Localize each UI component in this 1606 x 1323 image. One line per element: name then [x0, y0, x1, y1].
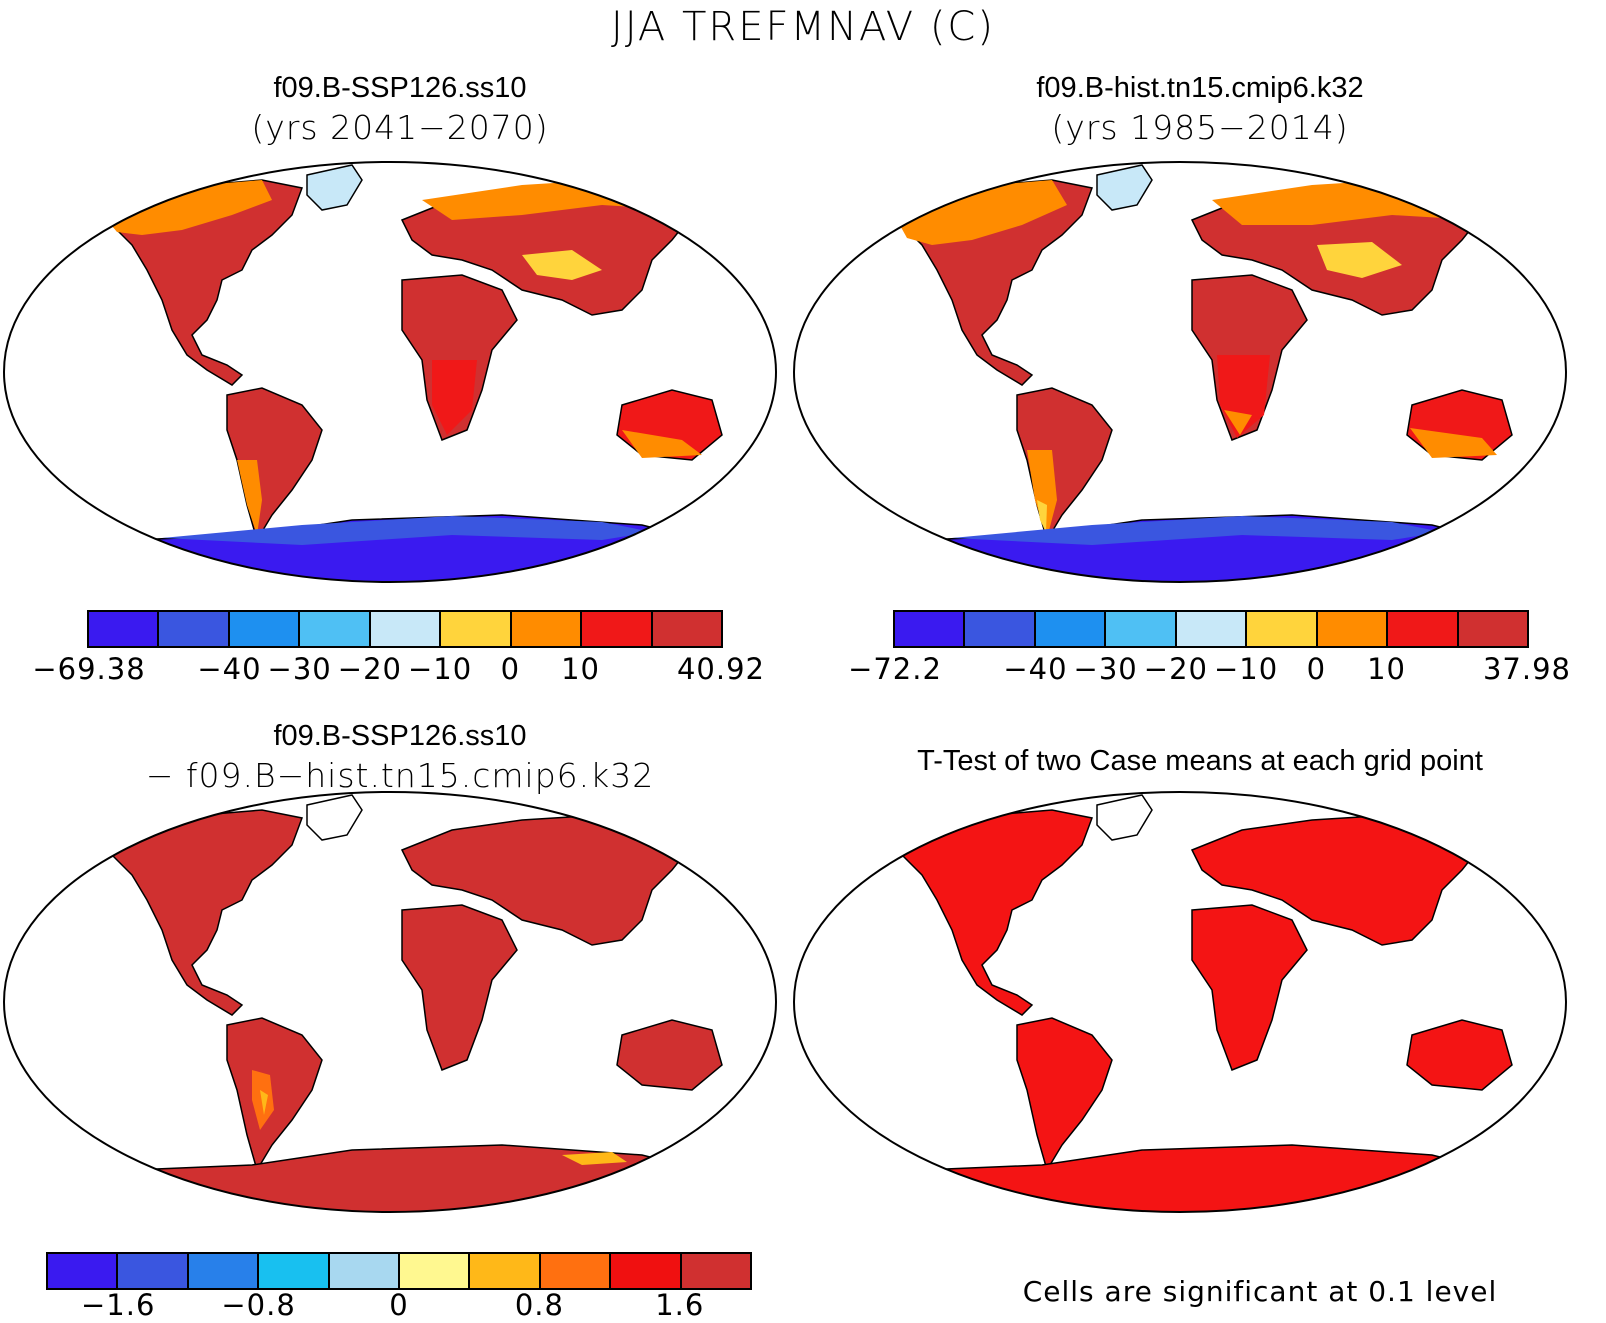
figure-title: JJA TREFMNAV (C): [611, 4, 995, 50]
colorbar-tick-label: −30: [267, 652, 332, 686]
panel2-map: [793, 161, 1567, 583]
greenland: [1096, 794, 1153, 841]
colorbar-cell: [1458, 612, 1527, 646]
colorbar-cell: [470, 1254, 541, 1288]
colorbar-tick-label: 10: [561, 652, 600, 686]
africa: [401, 274, 518, 441]
greenland: [306, 794, 363, 841]
colorbar-cell: [611, 1254, 682, 1288]
colorbar-cell: [329, 1254, 401, 1288]
panel1-subtitle: (yrs 2041−2070): [251, 108, 549, 147]
panel2-title: f09.B-hist.tn15.cmip6.k32: [1036, 72, 1364, 104]
colorbar-cell: [1388, 612, 1459, 646]
africa: [1191, 904, 1308, 1071]
colorbar-cell: [400, 1254, 471, 1288]
colorbar-cell: [540, 1254, 612, 1288]
colorbar-tick-label: −72.2: [848, 652, 942, 686]
panel3-map: [3, 791, 777, 1213]
greenland: [1096, 164, 1153, 211]
colorbar-cell: [965, 612, 1036, 646]
panel1-map: [3, 161, 777, 583]
colorbar-tick-label: −1.6: [80, 1288, 156, 1322]
africa: [401, 904, 518, 1071]
colorbar-tick-label: −10: [408, 652, 473, 686]
colorbar-tick-label: 1.6: [655, 1288, 705, 1322]
colorbar-cell: [652, 612, 721, 646]
south-america: [1016, 1017, 1113, 1172]
greenland: [306, 164, 363, 211]
north-america: [895, 809, 1094, 1016]
significance-note: Cells are significant at 0.1 level: [1022, 1275, 1498, 1308]
colorbar-cell: [159, 612, 230, 646]
colorbar-tick-label: −0.8: [221, 1288, 296, 1322]
colorbar-cell: [441, 612, 512, 646]
colorbar-cell: [259, 1254, 330, 1288]
panel4-title: T-Test of two Case means at each grid po…: [917, 745, 1483, 777]
panel2-subtitle: (yrs 1985−2014): [1051, 108, 1349, 147]
panel1-title: f09.B-SSP126.ss10: [273, 72, 527, 104]
colorbar-tick-label: 0: [389, 1288, 409, 1322]
colorbar-tick-label: 0.8: [514, 1288, 564, 1322]
panel3-subtitle: − f09.B−hist.tn15.cmip6.k32: [145, 756, 655, 795]
colorbar-tick-label: 10: [1367, 652, 1406, 686]
colorbar-cell: [370, 612, 442, 646]
australia: [1406, 1019, 1513, 1091]
colorbar-cell: [895, 612, 966, 646]
north-america: [105, 809, 304, 1016]
colorbar-tick-label: −30: [1073, 652, 1138, 686]
australia: [616, 1019, 723, 1091]
colorbar-tick-label: −20: [1143, 652, 1208, 686]
colorbar-cell: [1106, 612, 1177, 646]
colorbar-cell: [48, 1254, 119, 1288]
panel2-colorbar: [893, 610, 1529, 648]
colorbar-cell: [1317, 612, 1389, 646]
panel3-colorbar: [46, 1252, 752, 1290]
colorbar-cell: [1176, 612, 1248, 646]
panel1-colorbar: [87, 610, 723, 648]
colorbar-cell: [300, 612, 371, 646]
colorbar-cell: [681, 1254, 751, 1288]
colorbar-tick-label: 0: [500, 652, 521, 686]
colorbar-cell: [582, 612, 653, 646]
colorbar-cell: [229, 612, 301, 646]
colorbar-cell: [89, 612, 160, 646]
colorbar-tick-label: 40.92: [676, 652, 766, 686]
colorbar-tick-label: −40: [1003, 652, 1068, 686]
panel4-map: [793, 791, 1567, 1213]
colorbar-tick-label: −10: [1214, 652, 1279, 686]
colorbar-cell: [511, 612, 583, 646]
colorbar-tick-label: −69.38: [32, 652, 146, 686]
colorbar-tick-label: −20: [337, 652, 402, 686]
colorbar-cell: [118, 1254, 189, 1288]
colorbar-tick-label: 0: [1306, 652, 1327, 686]
colorbar-tick-label: 37.98: [1482, 652, 1572, 686]
colorbar-cell: [188, 1254, 260, 1288]
panel3-title: f09.B-SSP126.ss10: [273, 720, 527, 752]
south-america: [226, 1017, 323, 1172]
colorbar-tick-label: −40: [197, 652, 262, 686]
colorbar-cell: [1247, 612, 1318, 646]
colorbar-cell: [1035, 612, 1107, 646]
